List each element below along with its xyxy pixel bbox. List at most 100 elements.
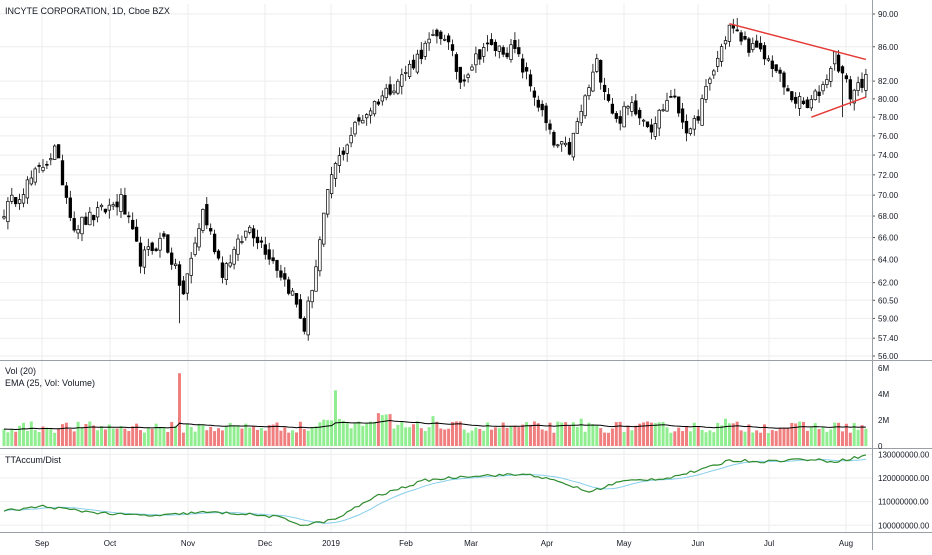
price-tick-label: 68.00 [878,212,899,221]
volume-bar [33,429,37,446]
candle-up [392,90,396,94]
volume-bar [490,429,493,446]
volume-bar [700,429,704,446]
volume-bar [283,427,287,446]
volume-bar [794,423,798,446]
volume-bar [841,431,844,446]
volume-bar [76,421,80,446]
candle-down [275,260,279,271]
candle-down [505,52,509,58]
volume-bar [423,431,427,446]
volume-bar [529,424,532,446]
volume-bar [813,423,817,446]
x-tick-label: Sep [35,539,50,548]
volume-bar [708,430,712,446]
volume-bar [431,416,435,446]
candle-up [21,194,26,204]
candle-up [232,248,236,265]
candle-up [88,211,92,226]
candle-up [29,177,33,185]
candle-down [123,195,127,215]
volume-tick-label: 6M [878,364,889,373]
volume-bar [466,432,470,446]
volume-bar [653,423,657,446]
volume-bar [735,421,739,446]
candle-down [450,44,455,51]
volume-bar [646,421,649,446]
volume-bar [326,420,330,446]
volume-bar [704,432,708,446]
candle-down [411,59,416,69]
candle-up [833,51,837,65]
candle-down [462,79,466,82]
volume-bar [560,422,564,446]
candle-down [548,123,552,130]
price-tick-label: 74.00 [878,151,899,160]
volume-bar [103,429,107,446]
candle-up [665,100,669,112]
volume-bar [763,424,766,446]
candle-down [669,96,673,98]
candle-down [552,132,556,146]
candle-up [727,24,732,42]
candle-up [427,38,431,44]
volume-bar [696,426,700,446]
volume-bar [345,422,349,446]
volume-bar [716,422,720,446]
candle-down [220,262,225,278]
price-tick-label: 59.00 [878,314,899,323]
volume-bar [626,425,630,446]
volume-bar [384,414,388,446]
grid [0,4,872,532]
x-axis: Sep Oct Nov Dec 2019 Feb Mar Apr May Jun Jul Aug [35,539,853,548]
volume-bar [96,430,100,446]
volume-bar [766,432,770,446]
candle-down [844,75,849,80]
candle-up [322,212,326,245]
candle-up [587,87,591,97]
volume-bar [665,427,669,446]
candle-down [205,204,209,226]
volume-bar [860,425,864,446]
volume-bar [677,427,681,446]
candle-down [181,280,186,295]
volume-bar [205,430,209,446]
volume-bar [49,428,53,446]
candle-down [294,293,299,305]
candle-up [158,238,162,251]
volume-bar [571,422,575,446]
volume-bar [197,423,201,446]
candle-down [610,103,615,114]
candle-up [431,34,435,36]
volume-bar [552,432,556,446]
volume-bar [798,421,802,446]
candle-up [119,194,123,212]
volume-bar [2,429,6,446]
candle-down [606,94,611,101]
volume-bar [817,429,821,446]
volume-bar [259,427,263,446]
candle-up [852,89,856,104]
candle-down [614,113,618,119]
candle-down [138,242,143,267]
accum-tick-label: 110000000.00 [878,498,929,507]
candle-up [201,208,205,231]
candle-up [384,87,388,99]
candle-down [801,100,806,105]
candle-up [17,199,22,204]
volume-bar [575,426,579,446]
x-tick-label: Mar [464,539,478,548]
volume-bar [271,424,275,446]
volume-bar [505,427,509,446]
volume-bar [6,432,10,446]
volume-bar [185,424,189,446]
volume-bar [451,421,454,446]
candle-down [72,218,76,231]
candle-up [571,132,576,158]
candle-down [836,54,841,72]
volume-bar [244,423,248,446]
volume-bar [809,427,813,446]
volume-bar [61,424,64,446]
candle-down [251,228,256,239]
